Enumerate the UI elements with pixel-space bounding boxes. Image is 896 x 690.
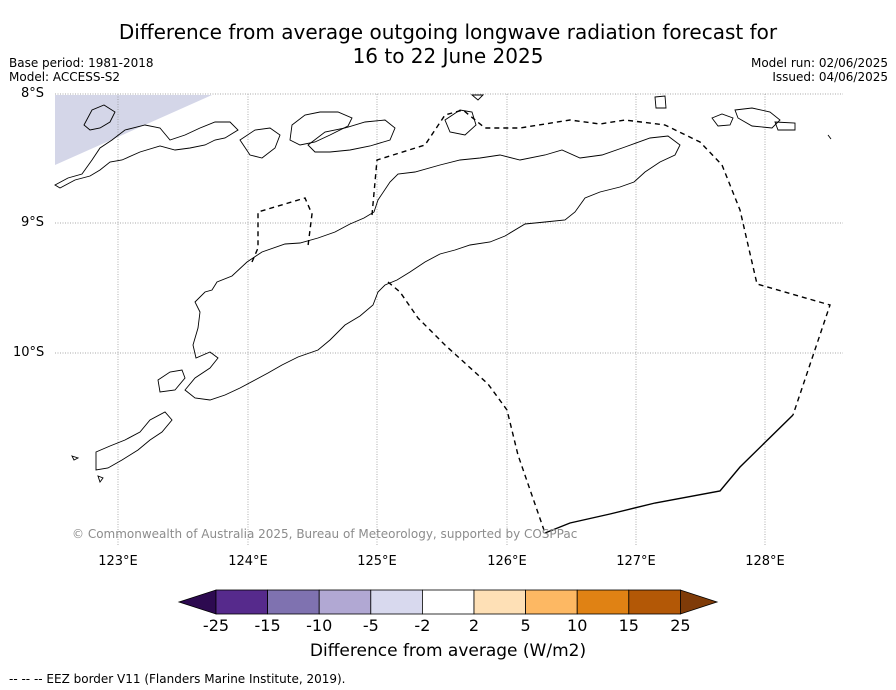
colorbar-tick-label: -15	[254, 616, 281, 635]
colorbar-bin	[421, 589, 475, 615]
colorbar-bin	[576, 589, 630, 615]
colorbar-bin	[318, 589, 372, 615]
lon-label-125e: 125°E	[357, 554, 397, 569]
lat-label-9s: 9°S	[21, 215, 45, 230]
small-islet	[71, 455, 80, 461]
eez-borders	[251, 109, 831, 534]
colorbar-tick-label: 5	[520, 616, 531, 635]
island-b	[239, 127, 281, 159]
colorbar-tick-label: 10	[567, 616, 588, 635]
meta-right: Model run: 02/06/2025 Issued: 04/06/2025	[751, 56, 888, 84]
lon-label-126e: 126°E	[487, 554, 527, 569]
rote-island	[157, 369, 186, 393]
island-c	[289, 111, 353, 146]
anomaly-region	[55, 95, 212, 165]
island-d	[654, 95, 667, 109]
base-period: Base period: 1981-2018	[9, 56, 154, 70]
island-a	[83, 104, 116, 131]
island-h	[470, 94, 485, 101]
copyright-notice: © Commonwealth of Australia 2025, Bureau…	[72, 527, 578, 541]
savu-island	[95, 411, 173, 471]
meta-left: Base period: 1981-2018 Model: ACCESS-S2	[9, 56, 154, 84]
map-title: Difference from average outgoing longwav…	[0, 20, 896, 68]
colorbar-tick-label: 2	[468, 616, 480, 635]
lat-label-8s: 8°S	[21, 86, 45, 101]
tiny-islet	[827, 134, 832, 140]
eez-source-note: -- -- -- EEZ border V11 (Flanders Marine…	[9, 672, 346, 686]
lon-label-128e: 128°E	[745, 554, 785, 569]
colorbar-tick-label: -25	[202, 616, 230, 635]
colorbar-arrow-high	[680, 589, 719, 615]
island-e	[711, 113, 734, 127]
island-f	[734, 107, 781, 129]
colorbar-bin	[215, 589, 268, 615]
colorbar	[177, 589, 719, 615]
atauro-island	[444, 109, 477, 136]
island-g	[774, 121, 796, 131]
model-run: Model run: 02/06/2025	[750, 56, 888, 70]
colorbar-label: Difference from average (W/m2)	[309, 641, 587, 661]
lon-label-127e: 127°E	[616, 554, 656, 569]
lon-label-123e: 123°E	[98, 554, 138, 569]
colorbar-bin	[525, 589, 578, 615]
colorbar-bin	[628, 589, 681, 615]
colorbar-tick-label: -10	[306, 616, 333, 635]
lat-label-10s: 10°S	[13, 345, 45, 360]
title-line-1: Difference from average outgoing longwav…	[118, 20, 778, 44]
issued-date: Issued: 04/06/2025	[772, 70, 888, 84]
coastlines	[54, 94, 832, 483]
colorbar-arrow-low	[177, 589, 217, 615]
colorbar-bin	[267, 589, 320, 615]
wetar-island	[307, 119, 396, 153]
lon-label-124e: 124°E	[228, 554, 268, 569]
colorbar-tick-label: -5	[362, 616, 379, 635]
colorbar-tick-label: -2	[414, 616, 431, 635]
colorbar-tick-label: 15	[618, 616, 639, 635]
colorbar-tick-label: 25	[670, 616, 691, 635]
timor-island	[184, 135, 681, 401]
small-islet-2	[97, 475, 104, 483]
colorbar-bin	[370, 589, 423, 615]
gridlines	[55, 93, 843, 545]
flores-strip	[54, 121, 239, 189]
title-line-2: 16 to 22 June 2025	[352, 44, 544, 68]
model-name: Model: ACCESS-S2	[9, 70, 121, 84]
colorbar-bin	[473, 589, 526, 615]
